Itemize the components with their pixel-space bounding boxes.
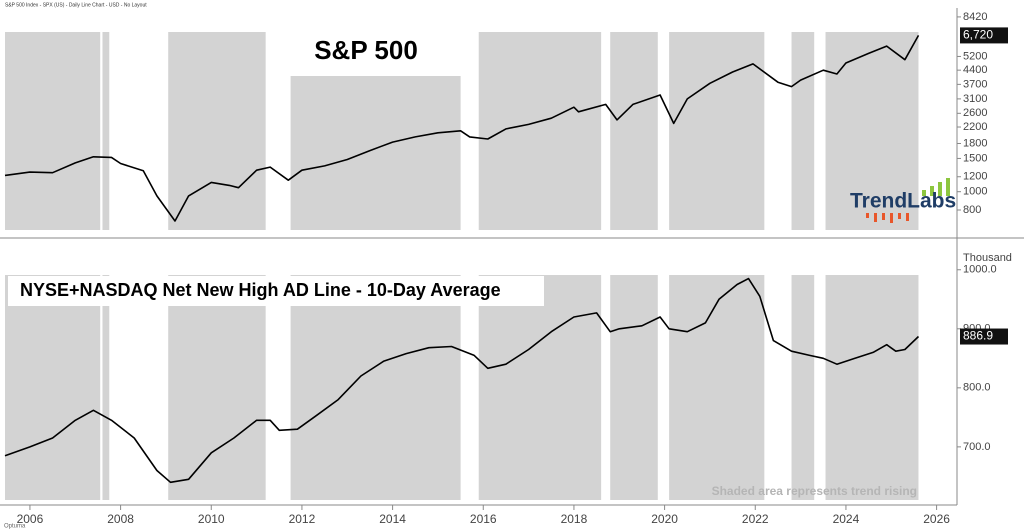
y-tick-label: 3100 — [963, 93, 987, 105]
top-line-group — [4, 35, 920, 222]
x-tick-label: 2022 — [742, 512, 769, 526]
y-tick-label: 800 — [963, 204, 981, 216]
logo-bar — [906, 213, 909, 221]
chart-title: NYSE+NASDAQ Net New High AD Line - 10-Da… — [20, 280, 501, 300]
footer-text: Optuma — [4, 524, 26, 530]
x-tick-label: 2020 — [651, 512, 678, 526]
y-tick-label: 1200 — [963, 171, 987, 183]
shaded-band — [5, 275, 101, 500]
x-tick-label: 2008 — [107, 512, 134, 526]
y-tick-label: 4400 — [963, 64, 987, 76]
shaded-band — [791, 32, 815, 230]
header-text: S&P 500 Index - SPX (US) - Daily Line Ch… — [5, 2, 147, 8]
data-line — [4, 35, 920, 222]
x-tick-label: 2014 — [379, 512, 406, 526]
annotation: Shaded area represents trend rising — [712, 484, 917, 498]
logo-bar — [898, 213, 901, 219]
value-label-box — [960, 328, 1008, 345]
y-tick-label: 1800 — [963, 137, 987, 149]
bottom-bands — [5, 275, 919, 500]
x-tick-label: 2018 — [561, 512, 588, 526]
bottom-line-group — [4, 277, 920, 484]
y-tick-label: 700.0 — [963, 441, 991, 453]
y-tick-label: 1500 — [963, 152, 987, 164]
value-label: 6,720 — [963, 28, 993, 42]
title-box — [270, 28, 462, 76]
shaded-band — [290, 275, 461, 500]
y-tick-label: 8420 — [963, 11, 987, 23]
y-tick-label: 5200 — [963, 50, 987, 62]
shaded-band — [102, 32, 110, 230]
shaded-band — [168, 275, 266, 500]
logo: TrendLabs — [850, 178, 956, 223]
shaded-band — [168, 32, 266, 230]
shaded-band — [610, 32, 658, 230]
shaded-band — [5, 32, 101, 230]
shaded-band — [791, 275, 815, 500]
y-tick-label: 1000.0 — [963, 264, 997, 276]
logo-bar — [946, 178, 950, 196]
logo-bar — [866, 213, 869, 218]
value-label: 886.9 — [963, 329, 993, 343]
shaded-band — [669, 32, 765, 230]
x-tick-label: 2010 — [198, 512, 225, 526]
y-tick-label: 2600 — [963, 107, 987, 119]
y-tick-label: 3700 — [963, 78, 987, 90]
logo-bar — [922, 190, 926, 196]
shaded-band — [825, 275, 919, 500]
logo-text: TrendLabs — [850, 190, 956, 213]
x-tick-label: 2026 — [923, 512, 950, 526]
logo-bar — [930, 186, 934, 196]
x-tick-label: 2024 — [833, 512, 860, 526]
x-tick-label: 2006 — [17, 512, 44, 526]
logo-bar — [890, 213, 893, 223]
y-axis-label: Thousand — [963, 252, 1012, 264]
chart-title: S&P 500 — [314, 35, 418, 65]
x-tick-label: 2016 — [470, 512, 497, 526]
x-tick-label: 2012 — [289, 512, 316, 526]
logo-bar — [938, 182, 942, 196]
data-line — [4, 277, 920, 484]
y-tick-label: 2200 — [963, 121, 987, 133]
title-box — [8, 276, 544, 306]
y-tick-label: 1000 — [963, 186, 987, 198]
shaded-band — [669, 275, 765, 500]
value-label-box — [960, 27, 1008, 44]
shaded-band — [825, 32, 919, 230]
shaded-band — [610, 275, 658, 500]
shaded-band — [478, 275, 602, 500]
logo-bar — [874, 213, 877, 222]
shaded-band — [478, 32, 602, 230]
y-tick-label: 800.0 — [963, 382, 991, 394]
shaded-band — [102, 275, 110, 500]
logo-bar — [882, 213, 885, 220]
